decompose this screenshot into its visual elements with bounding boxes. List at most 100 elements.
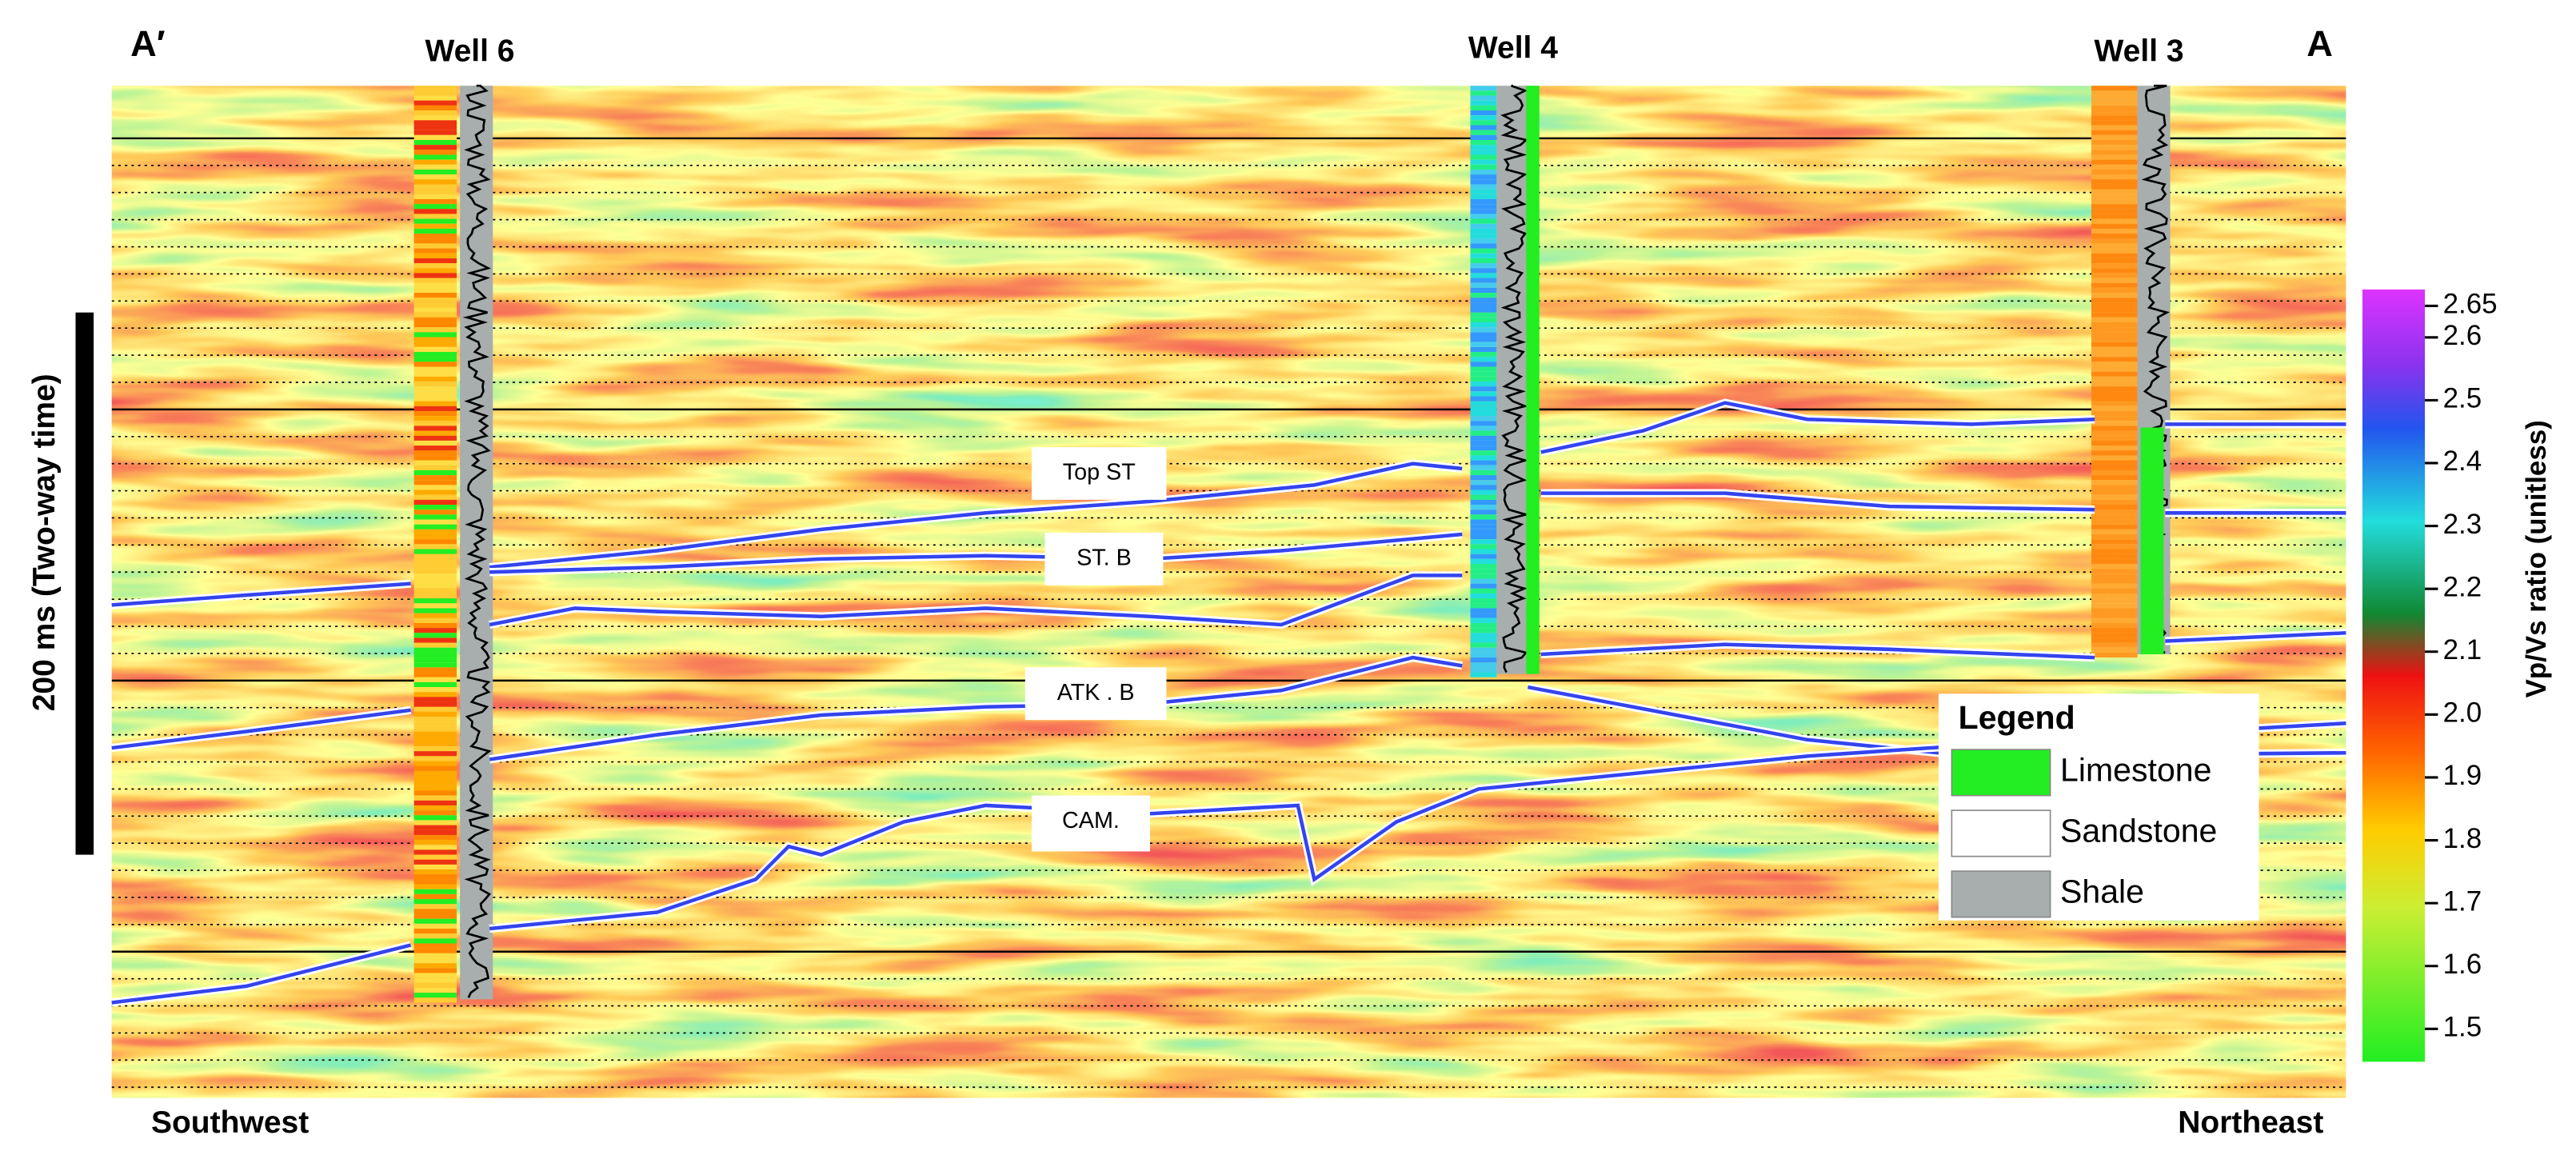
well-strip [413, 120, 457, 126]
horizon-label: Top ST [1063, 460, 1136, 486]
well-strip [413, 874, 457, 880]
well-strip [2091, 628, 2138, 633]
legend-swatch [1951, 809, 2051, 857]
well-strip [1470, 593, 1497, 599]
log-curve [1500, 84, 1531, 673]
well-strip [413, 820, 457, 825]
well-strip [2091, 184, 2138, 190]
well-strip [413, 805, 457, 811]
well-strip [1470, 134, 1497, 140]
well-strip [413, 376, 457, 382]
well-strip [1470, 667, 1497, 673]
horizon-label: CAM. [1062, 808, 1120, 833]
well-strip [2091, 258, 2138, 264]
well-strip [413, 450, 457, 456]
well-strip [413, 90, 457, 96]
well-strip [1470, 455, 1497, 461]
well-strip [2091, 223, 2138, 229]
well-strip [413, 179, 457, 185]
well-strip [413, 391, 457, 397]
well-strip [2091, 598, 2138, 604]
well-strip [413, 770, 457, 776]
well-strip [1470, 505, 1497, 510]
well-strip [1470, 218, 1497, 224]
well-strip [413, 460, 457, 466]
well-strip [2091, 499, 2138, 506]
well-strip [413, 943, 457, 949]
well-strip [2091, 357, 2138, 362]
well-strip [1470, 86, 1497, 91]
well-strip [413, 884, 457, 889]
well-strip [413, 904, 457, 909]
well-strip [2091, 145, 2138, 150]
well-strip [2091, 416, 2138, 422]
well-strip [1470, 238, 1497, 244]
well-strip [2091, 603, 2138, 609]
well-strip [2091, 134, 2138, 140]
well-strip [1470, 465, 1497, 470]
well-strip [1470, 228, 1497, 234]
well-strip [413, 692, 457, 697]
well-strip [1470, 298, 1497, 303]
horizon [111, 574, 2346, 750]
well-strip [2091, 549, 2138, 554]
well-strip [1470, 268, 1497, 274]
well-strip [1470, 569, 1497, 574]
well-strip [413, 337, 457, 342]
well-strip [1470, 366, 1497, 372]
well-strip [2091, 90, 2138, 96]
well-strip [1470, 519, 1497, 525]
well-strip [2091, 238, 2138, 244]
well-label: Well 4 [1468, 30, 1558, 65]
well-strip [413, 756, 457, 761]
well-strip [2091, 159, 2138, 165]
well-strip [2091, 588, 2138, 593]
well-strip [1470, 574, 1497, 579]
well-strip [1470, 150, 1497, 155]
horizon-lines [111, 398, 2346, 1007]
well-strip [1470, 130, 1497, 135]
well-strip [413, 628, 457, 633]
well-strip [1470, 145, 1497, 150]
well-strip [413, 613, 457, 618]
well-strip [413, 711, 457, 717]
well-strip [413, 736, 457, 741]
well-strip [413, 652, 457, 658]
well-strip [2091, 613, 2138, 618]
well-lith [2140, 427, 2164, 654]
well-strip [2091, 125, 2138, 130]
well-strip [1470, 209, 1497, 214]
colorbar-tick-label: 2.4 [2443, 446, 2482, 477]
well-strip [413, 982, 457, 988]
well-strip [413, 909, 457, 914]
label-box [1044, 532, 1164, 585]
well-strip [2091, 622, 2138, 629]
well-strip [413, 569, 457, 574]
well-strip [1470, 622, 1497, 629]
well-strip [2091, 514, 2138, 520]
well-strip [2091, 475, 2138, 481]
well-strip [413, 351, 457, 358]
legend: Legend Limestone Sandstone Shale [1938, 693, 2259, 921]
legend-label: Sandstone [2060, 813, 2217, 849]
well-strip [413, 198, 457, 205]
well-strip [1470, 204, 1497, 210]
horizon [489, 401, 2346, 570]
well-strip [413, 923, 457, 929]
well-strip [413, 514, 457, 520]
well-strip [1470, 120, 1497, 126]
well-strip [2091, 327, 2138, 333]
well-strip [1470, 652, 1497, 658]
well-strip [2091, 470, 2138, 476]
well-strip [2091, 179, 2138, 185]
well-strip [413, 430, 457, 436]
well-strip [1470, 613, 1497, 618]
well-strip [413, 139, 457, 146]
well-strip [413, 544, 457, 550]
well-strip [2091, 396, 2138, 402]
well-strip [2091, 273, 2138, 278]
well-strip [1470, 139, 1497, 146]
well-strip [2091, 150, 2138, 155]
well-strip [1470, 470, 1497, 476]
